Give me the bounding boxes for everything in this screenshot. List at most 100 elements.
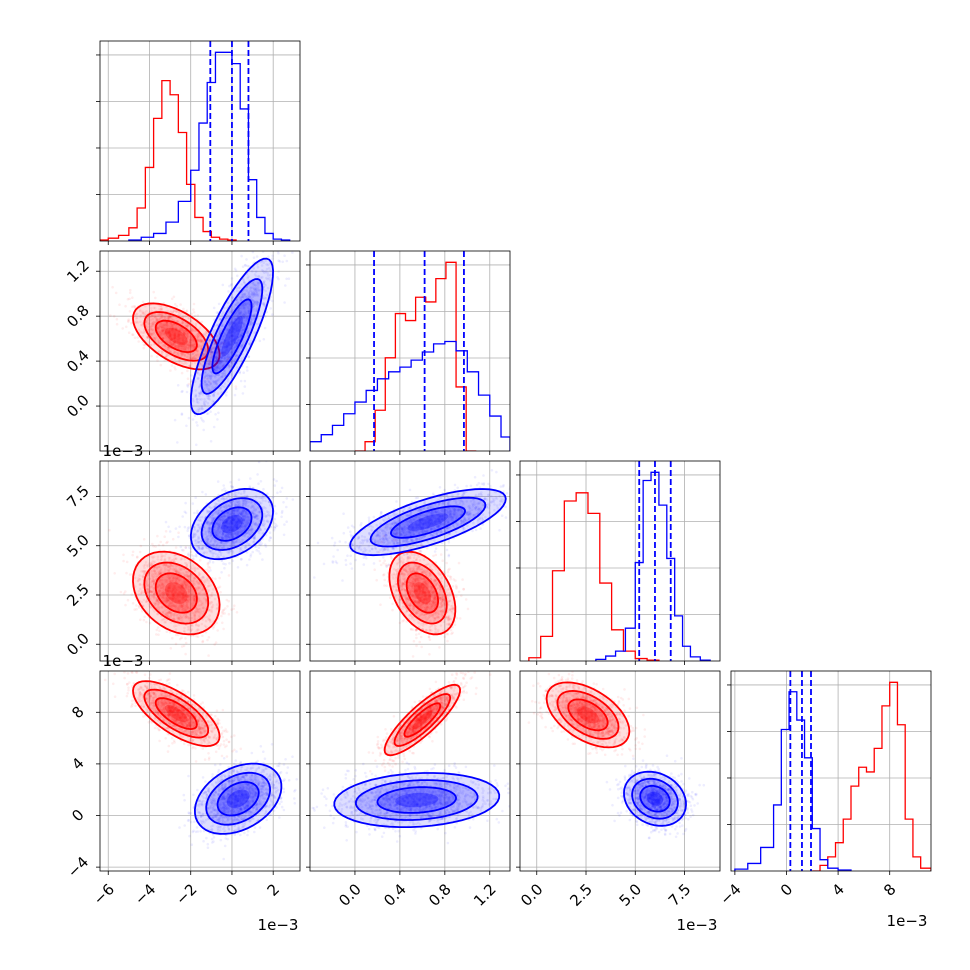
scatter-point xyxy=(185,324,188,328)
scatter-point xyxy=(235,315,239,319)
scatter-point xyxy=(219,330,222,333)
scatter-point xyxy=(227,330,230,334)
scatter-point xyxy=(230,277,234,280)
scatter-point xyxy=(180,327,183,330)
scatter-point xyxy=(179,344,182,348)
scatter-point xyxy=(190,362,194,365)
scatter-point xyxy=(184,347,187,351)
scatter-point xyxy=(179,351,183,355)
scatter-point xyxy=(236,314,240,317)
scatter-point xyxy=(183,345,186,349)
scatter-point xyxy=(150,332,154,336)
scatter-point xyxy=(173,334,177,338)
scatter-point xyxy=(283,301,286,304)
scatter-point xyxy=(173,332,177,335)
scatter-point xyxy=(244,296,248,299)
scatter-point xyxy=(243,263,247,267)
scatter-point xyxy=(226,377,230,381)
scatter-point xyxy=(173,323,177,327)
scatter-point xyxy=(160,322,163,326)
scatter-point xyxy=(233,393,237,397)
scatter-point xyxy=(196,424,199,427)
scatter-point xyxy=(238,312,241,316)
scatter-point xyxy=(234,318,237,321)
scatter-point xyxy=(226,352,229,356)
scatter-point xyxy=(172,329,175,333)
scatter-point xyxy=(228,330,231,334)
scatter-point xyxy=(216,629,219,632)
scatter-point xyxy=(163,315,167,319)
scatter-point xyxy=(201,490,204,494)
scatter-point xyxy=(182,362,186,366)
scatter-point xyxy=(175,352,178,355)
scatter-point xyxy=(220,349,223,352)
scatter-point xyxy=(208,374,212,378)
scatter-point xyxy=(243,314,246,317)
scatter-point xyxy=(241,295,244,299)
scatter-point xyxy=(168,332,172,335)
scatter-point xyxy=(214,360,217,363)
scatter-point xyxy=(262,270,265,273)
scatter-point xyxy=(160,331,164,334)
scatter-point xyxy=(223,346,227,349)
scatter-point xyxy=(231,334,234,338)
scatter-point xyxy=(232,328,235,332)
scatter-point xyxy=(189,355,192,358)
scatter-point xyxy=(265,310,269,314)
scatter-point xyxy=(243,316,247,320)
scatter-point xyxy=(233,324,237,328)
scatter-point xyxy=(271,299,274,303)
scatter-point xyxy=(237,316,240,319)
scatter-point xyxy=(234,345,237,349)
scatter-point xyxy=(195,356,199,360)
scatter-point xyxy=(237,312,241,316)
scatter-point xyxy=(188,341,192,345)
scatter-point xyxy=(237,317,241,321)
scatter-point xyxy=(220,360,223,363)
scatter-point xyxy=(215,355,218,359)
scatter-point xyxy=(230,333,233,337)
scatter-point xyxy=(163,324,166,328)
scatter-point xyxy=(218,345,222,349)
scatter-point xyxy=(185,336,189,340)
scatter-point xyxy=(200,407,204,410)
scatter-point xyxy=(151,314,154,317)
scatter-point xyxy=(205,382,208,386)
scatter-point xyxy=(215,359,219,362)
scatter-point xyxy=(208,362,211,366)
scatter-point xyxy=(141,300,145,304)
scatter-point xyxy=(171,343,174,347)
scatter-point xyxy=(225,360,228,364)
scatter-point xyxy=(166,332,169,335)
scatter-point xyxy=(266,492,269,496)
scatter-point xyxy=(176,329,180,332)
scatter-point xyxy=(253,313,256,316)
scatter-point xyxy=(213,342,216,346)
scatter-point xyxy=(194,357,197,360)
scatter-point xyxy=(152,336,155,339)
scatter-point xyxy=(198,334,201,338)
scatter-point xyxy=(225,359,229,362)
scatter-point xyxy=(171,636,174,640)
scatter-point xyxy=(172,318,175,322)
scatter-point xyxy=(212,330,216,333)
scatter-point xyxy=(217,360,220,364)
scatter-point xyxy=(233,267,237,271)
scatter-point xyxy=(156,338,160,341)
scatter-point xyxy=(152,331,156,335)
scatter-point xyxy=(228,321,232,324)
scatter-point xyxy=(227,350,231,354)
scatter-point xyxy=(182,343,186,347)
scatter-point xyxy=(207,636,211,639)
scatter-point xyxy=(268,536,272,539)
scatter-point xyxy=(230,325,234,329)
scatter-point xyxy=(206,366,210,370)
scatter-point xyxy=(252,307,255,311)
scatter-point xyxy=(228,322,231,326)
scatter-point xyxy=(232,359,236,363)
scatter-point xyxy=(165,329,168,333)
scatter-point xyxy=(237,332,241,336)
scatter-point xyxy=(183,347,186,351)
scatter-point xyxy=(112,314,116,318)
scatter-point xyxy=(229,350,233,354)
